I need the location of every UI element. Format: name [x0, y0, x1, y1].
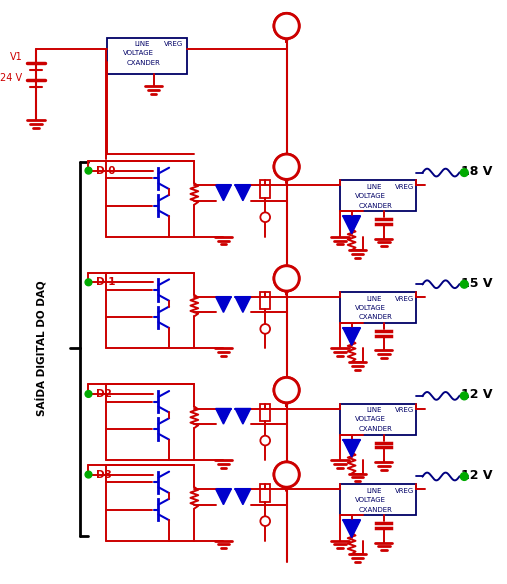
Circle shape: [274, 154, 299, 179]
Text: D2: D2: [96, 389, 112, 399]
Text: VOLTAGE: VOLTAGE: [355, 416, 386, 422]
Text: VOLTAGE: VOLTAGE: [123, 50, 154, 56]
Text: LINE: LINE: [367, 296, 382, 302]
Bar: [340, 292, 416, 323]
Text: CXANDER: CXANDER: [359, 506, 393, 513]
Text: V1: V1: [10, 52, 22, 62]
Text: 18 V: 18 V: [461, 165, 492, 178]
Text: LINE: LINE: [367, 184, 382, 190]
Text: 24 V: 24 V: [1, 74, 22, 84]
Text: VREG: VREG: [394, 184, 414, 190]
Text: 24V: 24V: [274, 162, 299, 172]
Text: CXANDER: CXANDER: [127, 60, 161, 66]
Circle shape: [274, 377, 299, 403]
Circle shape: [85, 391, 92, 397]
Circle shape: [460, 280, 468, 288]
Text: CXANDER: CXANDER: [359, 203, 393, 208]
Text: VREG: VREG: [394, 408, 414, 413]
Text: 24V: 24V: [274, 470, 299, 479]
Circle shape: [85, 167, 92, 174]
Circle shape: [274, 377, 299, 403]
Text: CXANDER: CXANDER: [359, 426, 393, 432]
Text: 24V: 24V: [274, 385, 299, 395]
Circle shape: [274, 13, 299, 39]
Circle shape: [261, 213, 270, 222]
Text: VOLTAGE: VOLTAGE: [355, 193, 386, 199]
Text: VOLTAGE: VOLTAGE: [355, 497, 386, 503]
Circle shape: [460, 392, 468, 400]
Text: LINE: LINE: [367, 488, 382, 494]
Polygon shape: [343, 328, 360, 345]
Text: CXANDER: CXANDER: [359, 314, 393, 320]
Circle shape: [274, 266, 299, 291]
Text: LINE: LINE: [135, 41, 150, 47]
Circle shape: [261, 436, 270, 446]
Text: VREG: VREG: [394, 488, 414, 494]
Text: LINE: LINE: [367, 408, 382, 413]
Polygon shape: [343, 216, 360, 234]
Circle shape: [261, 324, 270, 333]
Polygon shape: [215, 489, 231, 505]
Bar: [261, 292, 270, 310]
Text: 24V: 24V: [274, 21, 299, 31]
Circle shape: [274, 154, 299, 179]
Bar: [340, 404, 416, 434]
Circle shape: [274, 266, 299, 291]
Text: 12 V: 12 V: [461, 469, 492, 482]
Circle shape: [261, 516, 270, 526]
Circle shape: [274, 462, 299, 487]
Circle shape: [85, 471, 92, 478]
Bar: [261, 180, 270, 198]
Polygon shape: [235, 185, 250, 201]
Bar: [261, 404, 270, 421]
Bar: [340, 484, 416, 515]
Text: SAÍDA DIGITAL DO DAQ: SAÍDA DIGITAL DO DAQ: [35, 280, 47, 416]
Text: VOLTAGE: VOLTAGE: [355, 304, 386, 311]
Text: 24V: 24V: [274, 385, 299, 395]
Text: 15 V: 15 V: [461, 277, 492, 290]
Polygon shape: [235, 409, 250, 424]
Circle shape: [460, 472, 468, 481]
Bar: [340, 180, 416, 211]
Text: D 1: D 1: [96, 277, 116, 287]
Polygon shape: [343, 440, 360, 457]
Text: D3: D3: [96, 470, 112, 479]
Polygon shape: [215, 297, 231, 312]
Text: 24V: 24V: [274, 21, 299, 31]
Text: VREG: VREG: [394, 296, 414, 302]
Text: 24V: 24V: [274, 470, 299, 479]
Polygon shape: [343, 520, 360, 538]
Bar: [107, 37, 187, 75]
Polygon shape: [215, 409, 231, 424]
Text: 12 V: 12 V: [461, 388, 492, 401]
Circle shape: [460, 169, 468, 176]
Text: 24V: 24V: [274, 162, 299, 172]
Circle shape: [85, 279, 92, 286]
Bar: [261, 484, 270, 502]
Text: D 0: D 0: [96, 166, 116, 176]
Circle shape: [274, 13, 299, 39]
Text: 24V: 24V: [274, 273, 299, 283]
Circle shape: [274, 462, 299, 487]
Polygon shape: [215, 185, 231, 201]
Polygon shape: [235, 297, 250, 312]
Text: VREG: VREG: [164, 41, 184, 47]
Polygon shape: [235, 489, 250, 505]
Text: 24V: 24V: [274, 273, 299, 283]
